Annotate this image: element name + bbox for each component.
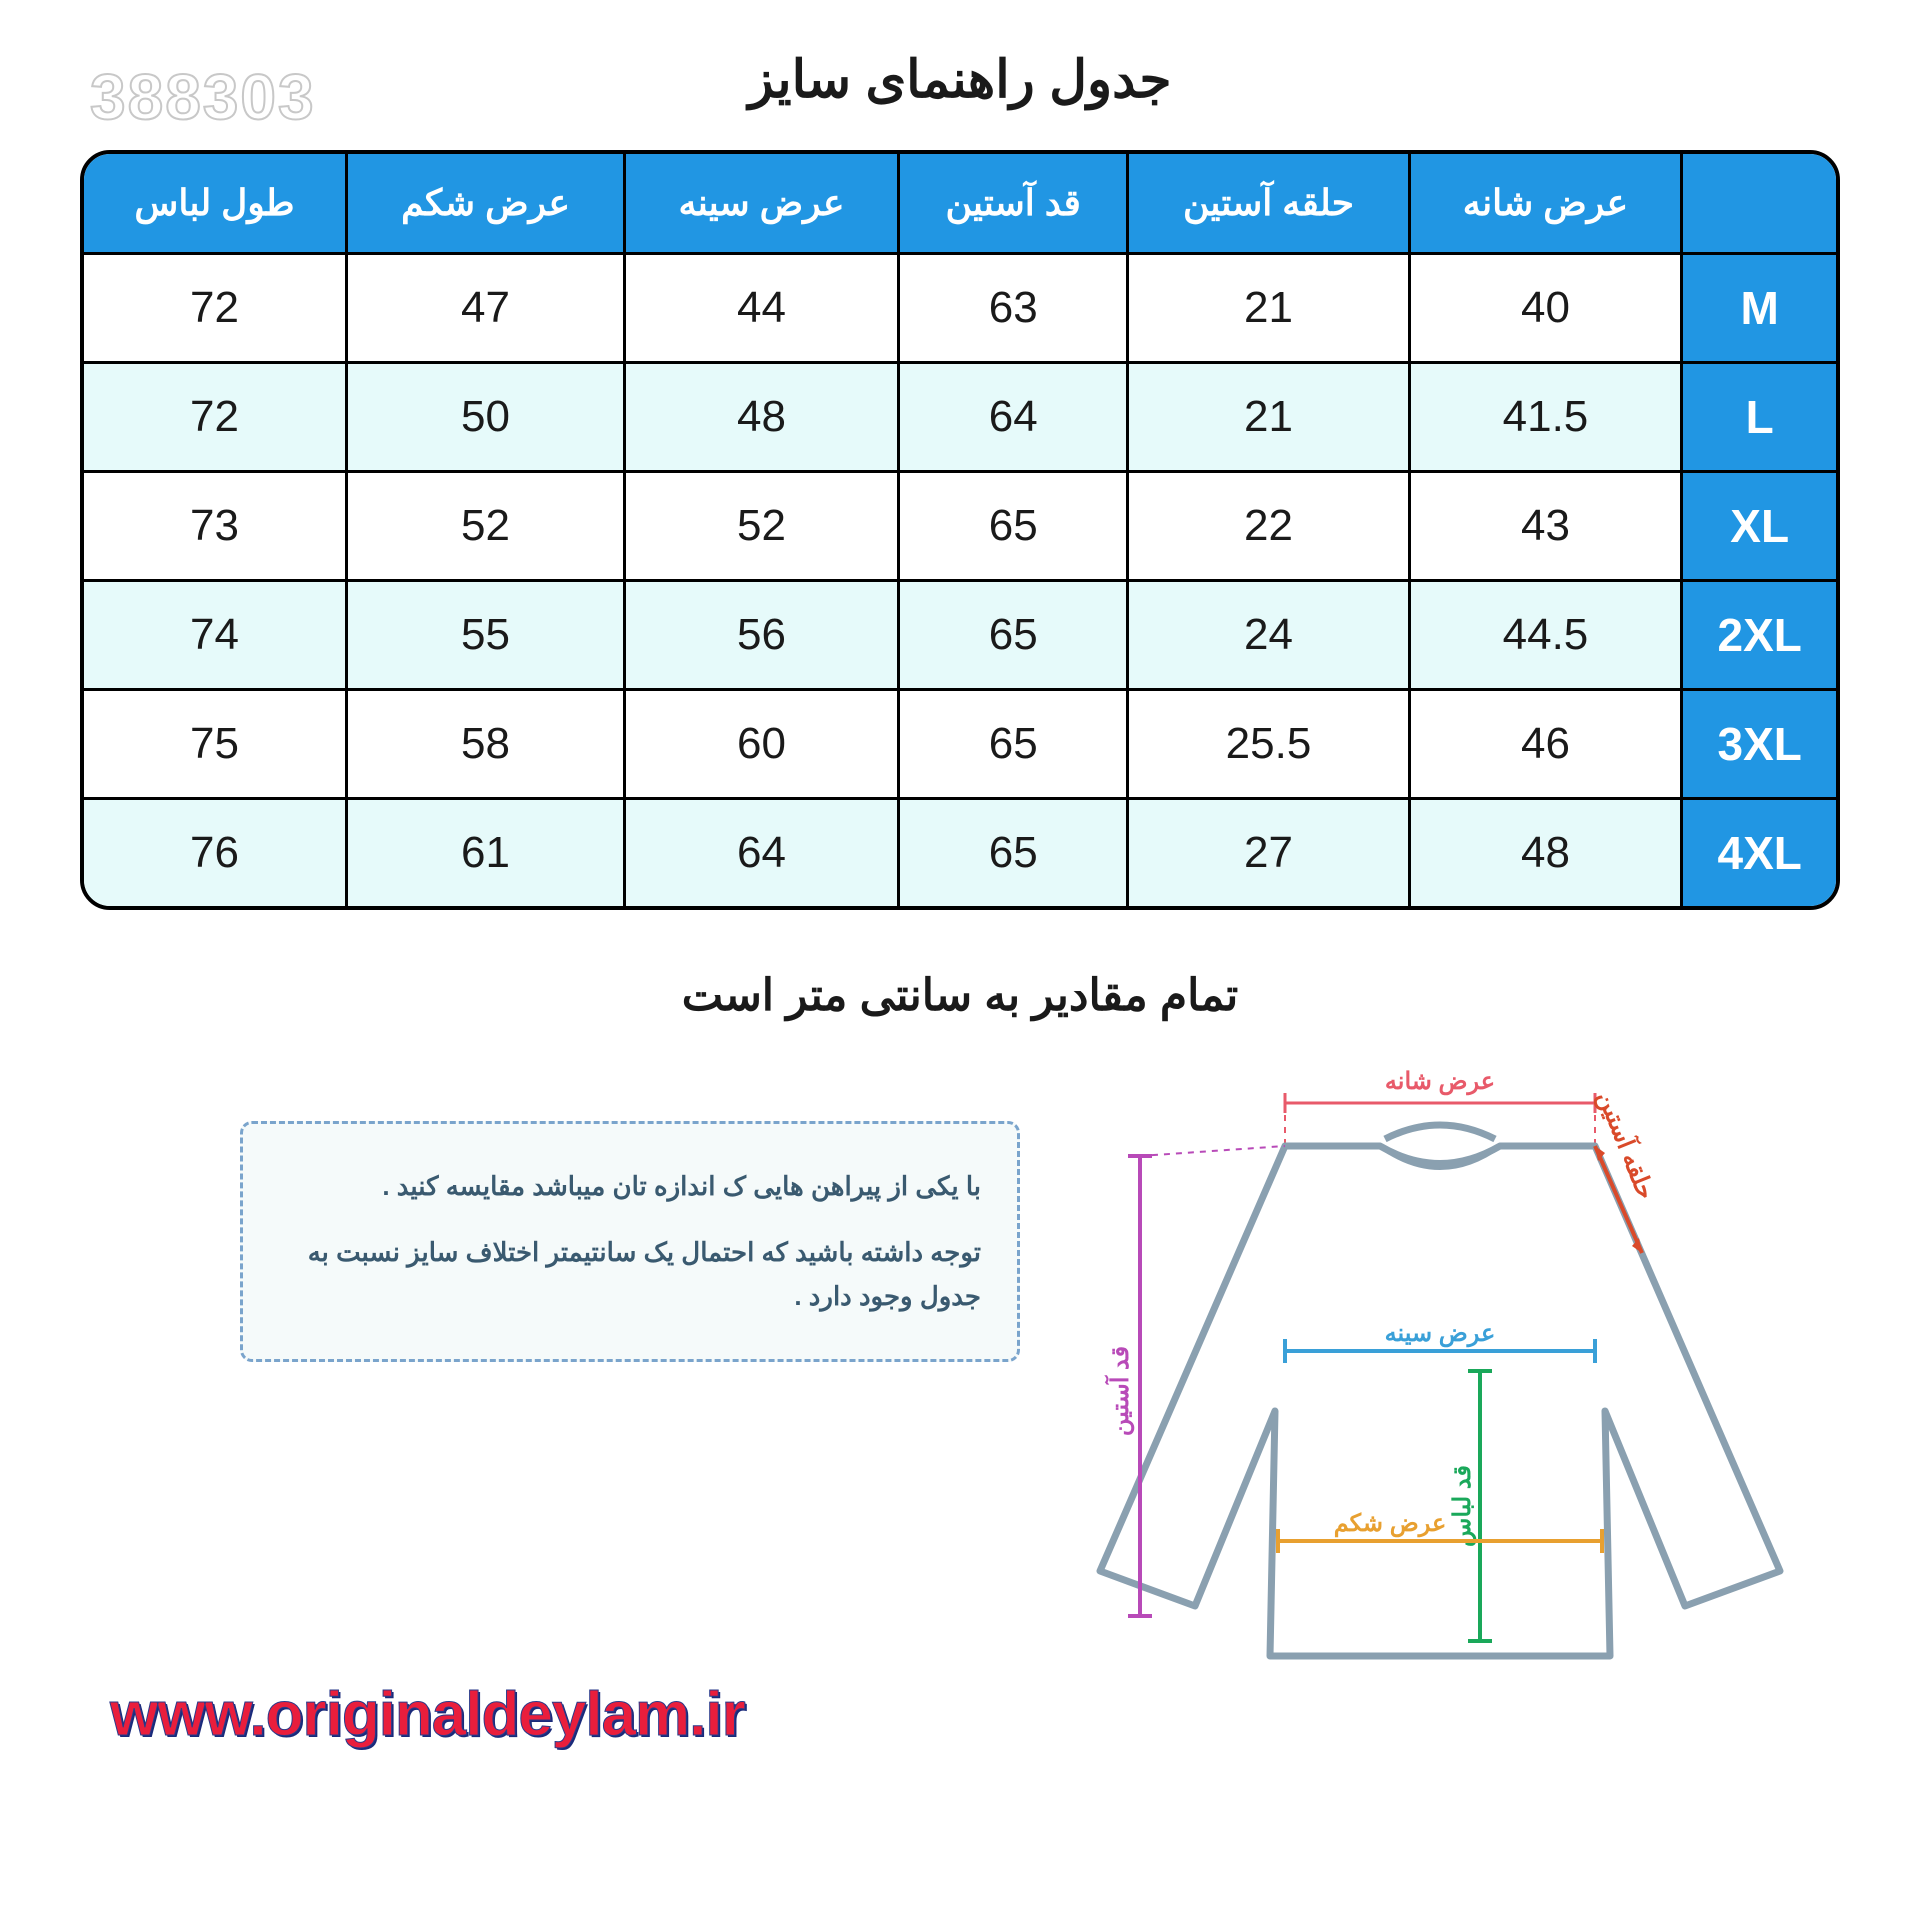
col-chest: عرض سینه [623,154,897,255]
cell: 60 [623,691,897,800]
col-length: طول لباس [84,154,345,255]
cell: 55 [345,582,623,691]
cell: 21 [1126,255,1407,364]
cell: 47 [345,255,623,364]
table-row: 735252652243XL [84,473,1836,582]
size-label: M [1680,255,1836,364]
cell: 50 [345,364,623,473]
label-length: قد لباس [1449,1465,1477,1547]
cell: 76 [84,800,345,906]
shirt-diagram: عرض شانه حلقه آستین [1080,1061,1800,1706]
size-label: XL [1680,473,1836,582]
cell: 72 [84,364,345,473]
label-sleeve: قد آستین [1104,1346,1135,1436]
cell: 61 [345,800,623,906]
label-armhole: حلقه آستین [1591,1086,1662,1203]
cell: 65 [897,800,1127,906]
cell: 58 [345,691,623,800]
cell: 41.5 [1408,364,1681,473]
table-row: 7661646527484XL [84,800,1836,906]
note-line-2: توجه داشته باشید که احتمال یک سانتیمتر ا… [279,1230,981,1318]
cell: 40 [1408,255,1681,364]
cell: 72 [84,255,345,364]
cell: 63 [897,255,1127,364]
cell: 21 [1126,364,1407,473]
cell: 25.5 [1126,691,1407,800]
size-label: L [1680,364,1836,473]
cell: 48 [1408,800,1681,906]
cell: 44 [623,255,897,364]
size-label: 2XL [1680,582,1836,691]
cell: 43 [1408,473,1681,582]
cell: 74 [84,582,345,691]
cell: 46 [1408,691,1681,800]
cell: 22 [1126,473,1407,582]
col-sleeve-len: قد آستین [897,154,1127,255]
note-line-1: با یکی از پیراهن هایی ک اندازه تان میباش… [279,1164,981,1208]
table-row: 7558606525.5463XL [84,691,1836,800]
cell: 24 [1126,582,1407,691]
table-row: 725048642141.5L [84,364,1836,473]
col-armhole: حلقه آستین [1126,154,1407,255]
cell: 56 [623,582,897,691]
cell: 65 [897,473,1127,582]
cell: 73 [84,473,345,582]
shirt-outline [1100,1146,1780,1656]
col-shoulder: عرض شانه [1408,154,1681,255]
cell: 52 [623,473,897,582]
label-chest: عرض سینه [1385,1320,1496,1348]
cell: 27 [1126,800,1407,906]
cell: 52 [345,473,623,582]
website-url: www.originaldeylam.ir [110,1679,745,1750]
page-title: جدول راهنمای سایز [80,50,1840,110]
cell: 44.5 [1408,582,1681,691]
col-belly: عرض شکم [345,154,623,255]
table-row: 745556652444.52XL [84,582,1836,691]
label-belly: عرض شکم [1334,1510,1447,1538]
size-label: 4XL [1680,800,1836,906]
cell: 64 [897,364,1127,473]
cell: 65 [897,582,1127,691]
label-shoulder: عرض شانه [1385,1068,1495,1096]
watermark-number: 388303 [90,60,316,134]
info-note-box: با یکی از پیراهن هایی ک اندازه تان میباش… [240,1121,1020,1362]
table-row: 724744632140M [84,255,1836,364]
cell: 65 [897,691,1127,800]
cell: 75 [84,691,345,800]
size-guide-table: طول لباس عرض شکم عرض سینه قد آستین حلقه … [80,150,1840,910]
units-subtitle: تمام مقادیر به سانتی متر است [80,970,1840,1021]
size-label: 3XL [1680,691,1836,800]
cell: 64 [623,800,897,906]
col-size [1680,154,1836,255]
cell: 48 [623,364,897,473]
